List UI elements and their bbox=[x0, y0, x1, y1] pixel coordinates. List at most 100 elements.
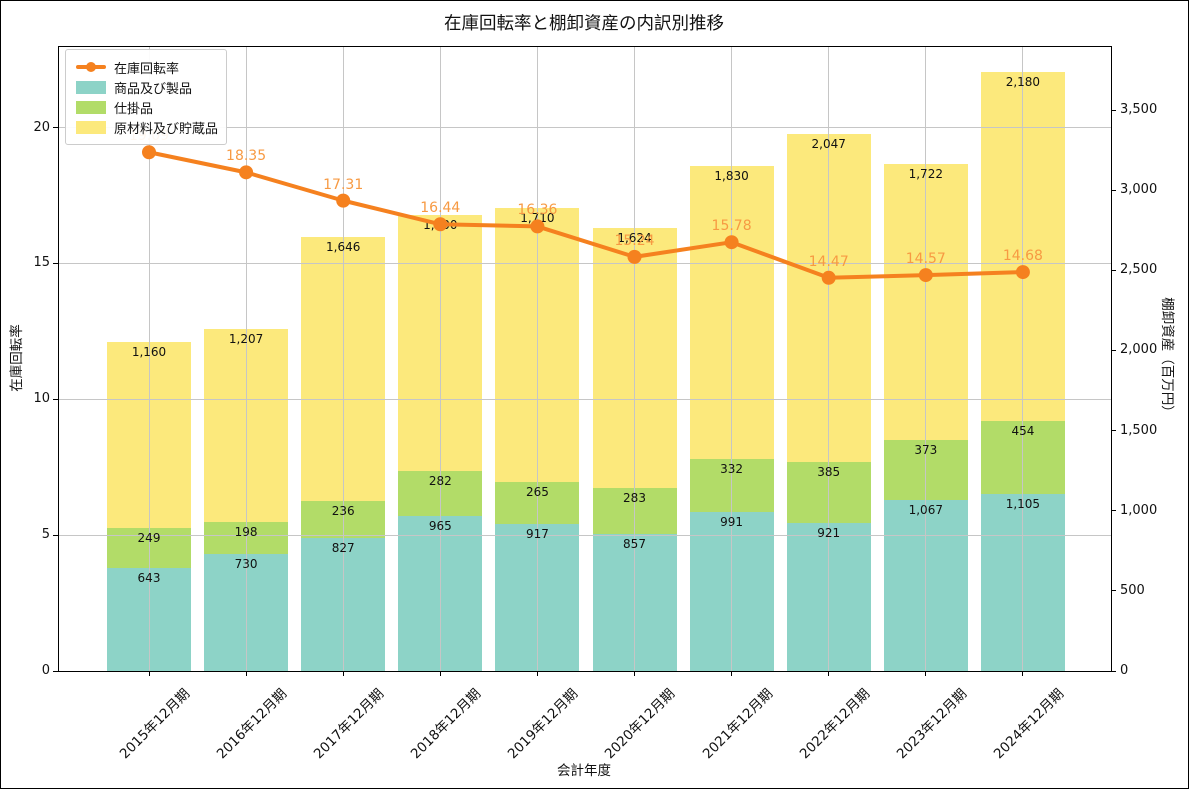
line-marker-icon bbox=[86, 62, 96, 72]
right-axis-tick-label: 3,500 bbox=[1120, 102, 1158, 118]
chart-title: 在庫回転率と棚卸資産の内訳別推移 bbox=[444, 14, 724, 34]
bar-value-label: 643 bbox=[137, 570, 161, 585]
line-value-label: 14.57 bbox=[905, 251, 946, 268]
x-axis-tick bbox=[634, 671, 635, 676]
right-axis-tick-label: 500 bbox=[1120, 582, 1145, 598]
legend-label: 仕掛品 bbox=[114, 101, 154, 117]
line-point bbox=[433, 217, 448, 232]
left-axis-tick bbox=[53, 262, 58, 264]
line-value-label: 15.78 bbox=[711, 218, 752, 235]
right-axis-tick bbox=[1111, 590, 1116, 592]
right-axis-tick-label: 2,500 bbox=[1120, 262, 1158, 278]
color-patch-icon bbox=[76, 80, 106, 94]
grid-line-vertical bbox=[245, 46, 247, 671]
bar-value-label: 1,646 bbox=[326, 239, 361, 254]
bar-value-label: 265 bbox=[525, 484, 549, 499]
bar-value-label: 385 bbox=[817, 464, 841, 479]
grid-line-vertical bbox=[634, 46, 635, 671]
right-axis-tick bbox=[1111, 670, 1116, 672]
bar-value-label: 917 bbox=[525, 527, 549, 542]
x-axis-tick bbox=[439, 671, 441, 676]
line-value-label: 14.68 bbox=[1002, 248, 1043, 265]
bar-value-label: 921 bbox=[817, 526, 841, 541]
bar-value-label: 454 bbox=[1011, 424, 1035, 439]
color-patch-icon bbox=[76, 120, 106, 134]
bar-value-label: 283 bbox=[623, 491, 646, 506]
right-axis-tick bbox=[1111, 349, 1116, 351]
line-point bbox=[530, 219, 545, 234]
bar-value-label: 282 bbox=[428, 474, 452, 489]
line-point bbox=[724, 235, 739, 250]
x-axis-tick bbox=[148, 671, 150, 676]
right-axis-tick-label: 1,000 bbox=[1120, 502, 1158, 518]
bar-value-label: 730 bbox=[234, 557, 258, 571]
x-axis-tick-label: 2015年12月期 bbox=[116, 685, 194, 763]
x-axis-tick bbox=[731, 671, 733, 676]
bar-value-label: 198 bbox=[234, 525, 258, 540]
x-axis-title: 会計年度 bbox=[557, 763, 611, 779]
color-patch-icon bbox=[76, 100, 106, 114]
legend: 在庫回転率 商品及び製品 仕掛品 原材料及び貯蔵品 bbox=[65, 49, 227, 145]
x-axis-tick bbox=[1022, 671, 1024, 676]
bar-value-label: 1,624 bbox=[617, 231, 652, 246]
grid-line-vertical bbox=[439, 46, 441, 671]
x-axis-tick bbox=[536, 671, 538, 676]
bar-value-label: 1,830 bbox=[714, 168, 749, 183]
x-axis-tick bbox=[342, 671, 344, 676]
x-axis-tick-label: 2022年12月期 bbox=[796, 685, 873, 763]
bar-value-label: 1,105 bbox=[1005, 496, 1041, 511]
right-axis-tick bbox=[1111, 510, 1116, 512]
line-value-label: 18.35 bbox=[226, 148, 267, 165]
grid-line-vertical bbox=[828, 46, 830, 671]
line-point bbox=[239, 165, 254, 180]
bar-value-label: 2,047 bbox=[811, 136, 846, 151]
legend-label: 在庫回転率 bbox=[114, 61, 180, 77]
line-point bbox=[142, 145, 156, 160]
x-axis-tick bbox=[245, 671, 247, 676]
x-axis-tick-label: 2021年12月期 bbox=[699, 685, 776, 763]
left-axis-tick bbox=[53, 670, 58, 672]
x-axis-tick-label: 2019年12月期 bbox=[505, 685, 582, 763]
bar-value-label: 2,180 bbox=[1005, 74, 1041, 89]
left-axis-tick-label: 10 bbox=[33, 391, 50, 407]
line-value-label: 15.24 bbox=[614, 232, 655, 249]
left-axis-tick-label: 20 bbox=[33, 119, 50, 135]
bar-value-label: 249 bbox=[137, 531, 161, 546]
left-axis-tick-label: 0 bbox=[41, 663, 50, 678]
line-value-label: 16.44 bbox=[420, 200, 461, 217]
grid-line-vertical bbox=[731, 46, 733, 671]
bar-value-label: 991 bbox=[720, 515, 744, 530]
line-point bbox=[627, 249, 642, 264]
right-axis-tick bbox=[1111, 109, 1116, 111]
legend-label: 原材料及び貯蔵品 bbox=[114, 121, 219, 137]
turnover-line bbox=[142, 145, 1030, 285]
line-value-label: 14.47 bbox=[808, 253, 849, 270]
right-axis-tick bbox=[1111, 189, 1116, 191]
line-value-label: 16.36 bbox=[517, 202, 558, 219]
grid-line-horizontal bbox=[58, 262, 1111, 264]
grid-line-vertical bbox=[536, 46, 538, 671]
legend-item-turnover: 在庫回転率 bbox=[76, 57, 216, 77]
grid-line-vertical bbox=[148, 46, 150, 671]
grid-line-horizontal bbox=[58, 398, 1111, 400]
right-axis-tick bbox=[1111, 430, 1116, 432]
bar-value-label: 827 bbox=[331, 541, 355, 556]
bar-value-label: 1,160 bbox=[131, 345, 167, 360]
line-point bbox=[821, 270, 836, 285]
line-value-label: 17.31 bbox=[323, 176, 364, 193]
right-axis-tick-label: 1,500 bbox=[1120, 422, 1158, 438]
right-axis-tick-label: 2,000 bbox=[1120, 342, 1158, 358]
grid-line-vertical bbox=[342, 46, 344, 671]
right-axis-title: 棚卸資産（百万円） bbox=[1159, 297, 1175, 419]
bar-value-label: 965 bbox=[428, 519, 452, 534]
x-axis-tick-label: 2016年12月期 bbox=[213, 685, 291, 763]
bar-value-label: 1,710 bbox=[520, 210, 555, 225]
bar-value-label: 332 bbox=[720, 461, 744, 476]
line-point bbox=[918, 268, 933, 283]
line-point bbox=[1015, 265, 1030, 280]
left-axis-tick-label: 5 bbox=[41, 527, 50, 543]
right-axis-tick-label: 3,000 bbox=[1120, 182, 1158, 198]
legend-item-wip: 仕掛品 bbox=[76, 97, 216, 117]
left-axis-title: 在庫回転率 bbox=[9, 324, 25, 392]
